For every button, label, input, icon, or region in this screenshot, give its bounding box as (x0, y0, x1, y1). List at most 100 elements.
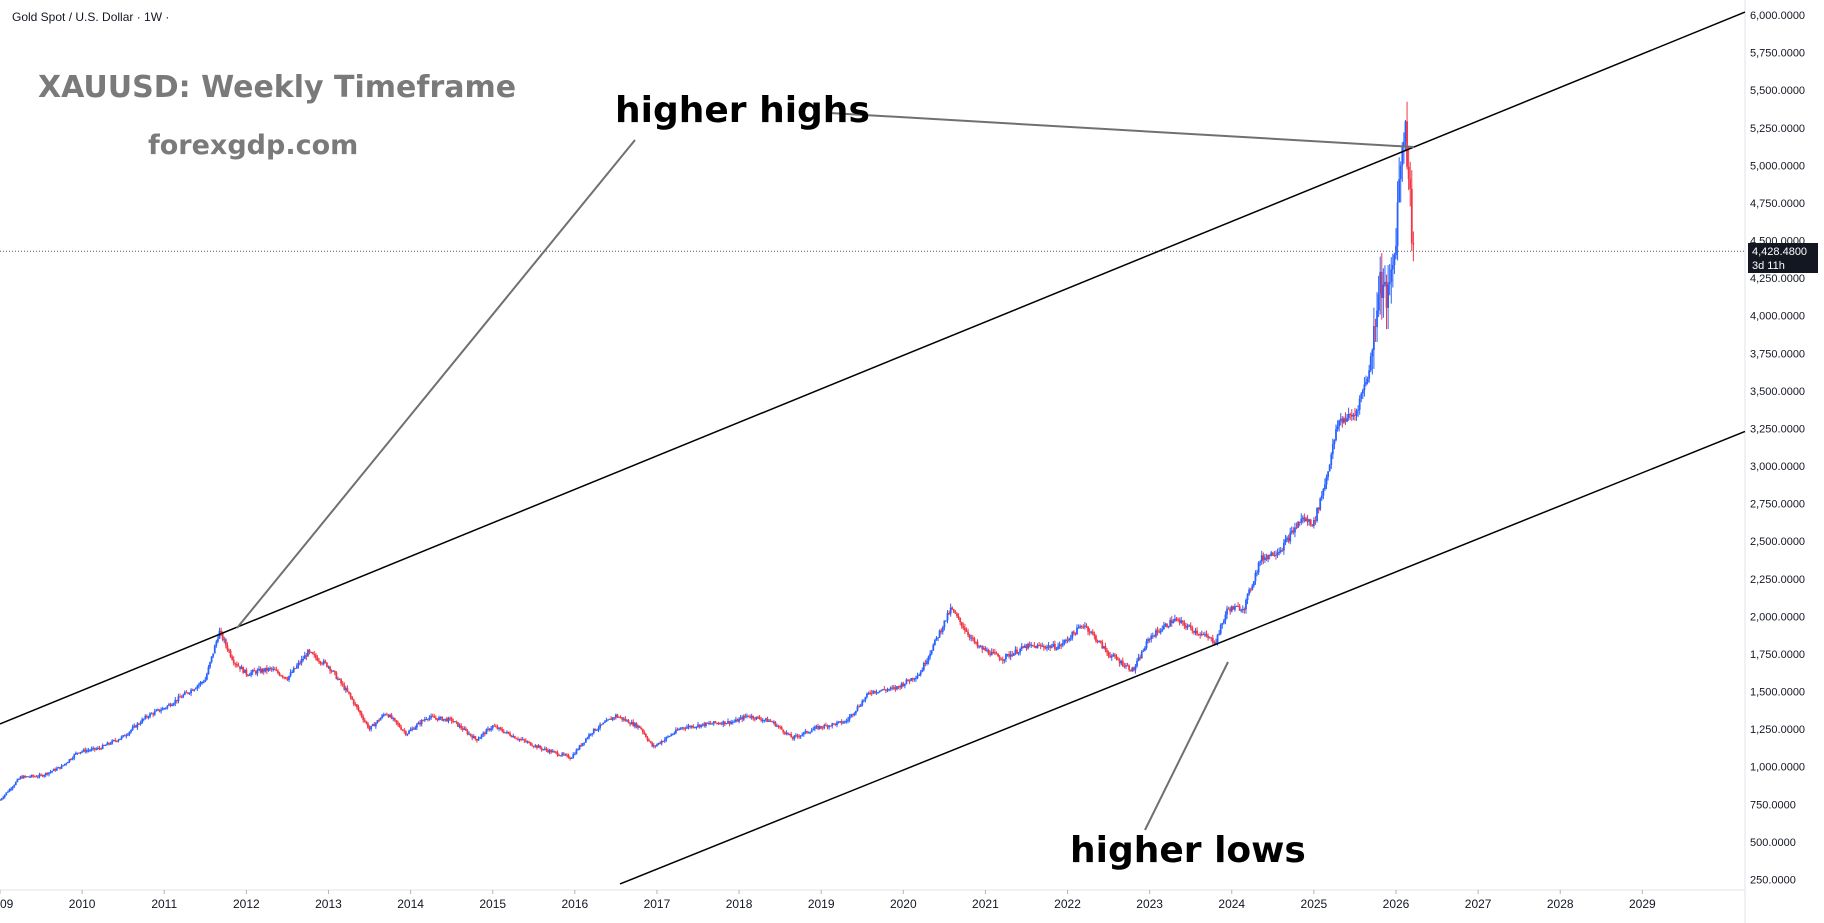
candle-body (1238, 606, 1241, 611)
candle-body (1036, 645, 1039, 649)
candle-body (1279, 550, 1282, 552)
candle-body (889, 687, 892, 690)
candle-body (776, 725, 778, 727)
candle-body (856, 706, 859, 711)
candle-body (1295, 527, 1298, 529)
candle-body (106, 742, 109, 746)
candle-body (409, 729, 412, 732)
y-tick-label: 4,750.0000 (1750, 198, 1805, 210)
candle-body (92, 747, 95, 749)
candle-body (43, 775, 46, 777)
candle-body (596, 729, 598, 731)
candle-body (1076, 627, 1078, 635)
candle-body (1286, 537, 1288, 540)
candle-body (1361, 390, 1364, 394)
candle-body (1347, 414, 1350, 419)
candle-body (1123, 666, 1126, 668)
candle-body (760, 719, 763, 721)
candle-body (235, 664, 238, 666)
candle-body (682, 727, 685, 729)
candle-body (1172, 621, 1175, 624)
candle-body (8, 789, 11, 792)
candle-body (213, 645, 216, 654)
candle-body (25, 776, 28, 778)
candle-body (122, 735, 125, 737)
candle-body (952, 609, 955, 613)
candle-body (1379, 271, 1382, 295)
candle-body (1257, 562, 1260, 573)
candle-body (813, 726, 816, 730)
candle-body (989, 653, 992, 656)
candle-body (1080, 626, 1083, 628)
candle-body (491, 725, 494, 729)
candle-body (62, 765, 65, 767)
candle-body (280, 675, 282, 677)
candle-body (758, 717, 761, 720)
candle-body (30, 775, 33, 777)
candle-body (1324, 484, 1326, 490)
candle-body (1210, 637, 1213, 639)
candle-body (918, 674, 920, 676)
candle-body (513, 736, 516, 739)
candle-body (87, 750, 90, 752)
candle-body (1044, 647, 1047, 649)
candle-body (698, 724, 701, 727)
candle-body (1376, 310, 1378, 327)
x-tick-label: 2020 (890, 897, 917, 911)
candle-body (461, 728, 464, 730)
candle-body (1161, 629, 1164, 631)
candle-body (1057, 646, 1059, 649)
candle-body (303, 655, 306, 659)
candle-body (14, 781, 17, 786)
candle-body (769, 720, 772, 722)
symbol-header[interactable]: Gold Spot / U.S. Dollar · 1W · (12, 10, 170, 24)
candle-body (1072, 631, 1075, 634)
channel-line (619, 430, 1746, 885)
candle-body (1035, 645, 1037, 649)
candle-body (412, 728, 415, 730)
candle-body (619, 717, 622, 719)
candle-body (943, 620, 946, 628)
candle-body (829, 725, 832, 727)
candle-body (406, 733, 409, 735)
candle-body (1144, 648, 1146, 651)
candle-body (1071, 631, 1074, 639)
candle-body (243, 669, 246, 673)
candle-body (799, 735, 802, 737)
candle-body (1407, 166, 1410, 179)
candle-body (502, 731, 505, 733)
candle-body (591, 733, 594, 735)
candle-body (524, 740, 527, 742)
candle-body (967, 631, 969, 635)
candle-body (60, 765, 63, 769)
candle-body (344, 688, 347, 690)
x-tick-label: 2013 (315, 897, 342, 911)
candle-body (115, 740, 118, 742)
candle-body (1096, 640, 1099, 642)
candle-body (430, 715, 433, 718)
candle-body (548, 750, 551, 753)
candle-body (265, 667, 268, 671)
candle-body (592, 728, 595, 734)
candle-body (452, 721, 455, 723)
candle-body (1227, 608, 1230, 610)
candle-body (220, 630, 222, 633)
candle-body (518, 739, 521, 741)
x-tick-label: 2023 (1136, 897, 1163, 911)
candle-body (858, 706, 860, 708)
candle-body (1387, 284, 1390, 308)
candle-body (55, 768, 58, 771)
candle-body (324, 660, 327, 663)
candle-body (463, 728, 466, 730)
candle-body (182, 694, 185, 698)
candle-body (1224, 614, 1227, 621)
candle-body (316, 657, 319, 661)
candle-body (957, 616, 960, 618)
candle-body (398, 724, 401, 728)
candle-body (487, 728, 489, 730)
candle-body (493, 725, 496, 727)
candle-body (224, 639, 227, 646)
candle-body (332, 670, 335, 672)
